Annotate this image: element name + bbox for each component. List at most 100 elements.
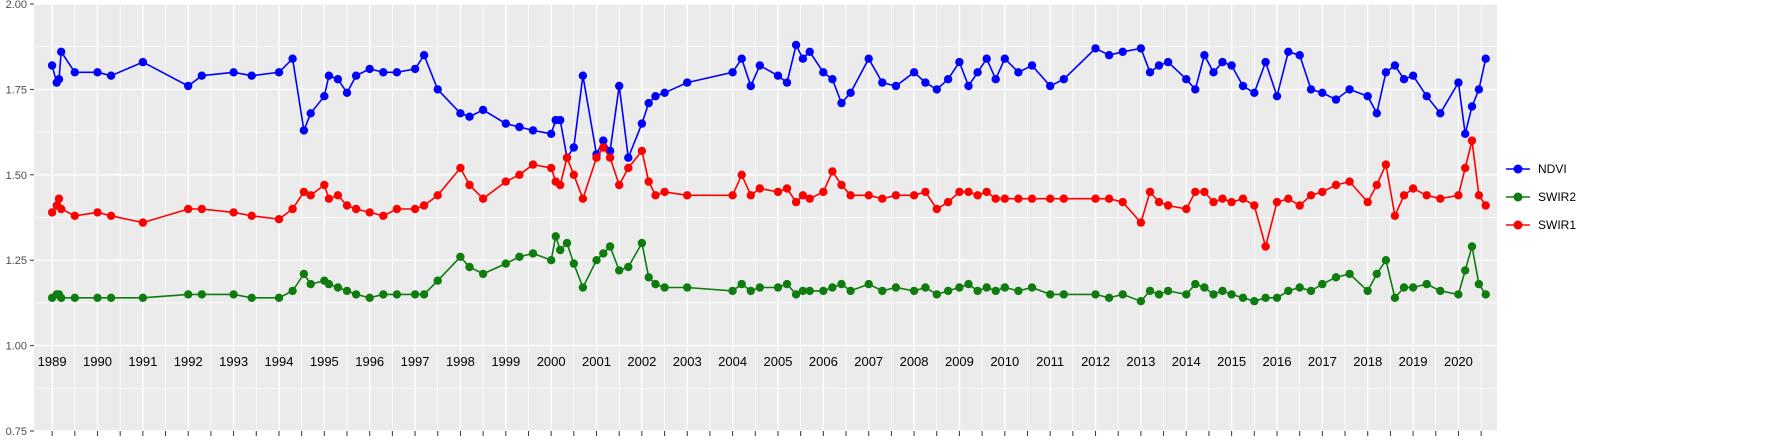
- data-point: [465, 262, 474, 272]
- data-point: [624, 153, 633, 162]
- data-point: [1209, 197, 1218, 207]
- data-point: [197, 290, 206, 299]
- data-point: [1238, 293, 1248, 302]
- data-point: [1408, 283, 1418, 292]
- data-point: [1454, 290, 1463, 299]
- data-point: [351, 204, 361, 214]
- data-point: [805, 194, 814, 203]
- x-tick-label: 2016: [1263, 354, 1292, 369]
- data-point: [1422, 279, 1431, 289]
- x-tick-label: 1998: [446, 354, 475, 369]
- data-point: [683, 78, 692, 87]
- data-point: [365, 208, 374, 217]
- data-point: [755, 61, 764, 70]
- data-point: [1306, 286, 1316, 296]
- data-point: [1250, 297, 1259, 306]
- data-point: [943, 197, 953, 207]
- data-point: [379, 211, 388, 220]
- data-point: [782, 78, 792, 87]
- x-tick-label: 2011: [1036, 354, 1064, 369]
- data-point: [106, 293, 116, 302]
- x-tick-label: 1989: [38, 354, 67, 369]
- data-point: [578, 71, 588, 80]
- data-point: [1381, 256, 1391, 265]
- data-point: [1209, 68, 1218, 77]
- data-point: [1027, 61, 1037, 70]
- data-point: [891, 283, 901, 292]
- data-point: [1390, 293, 1400, 302]
- data-point: [651, 92, 660, 101]
- data-point: [660, 88, 669, 98]
- data-point: [1059, 290, 1069, 299]
- x-tick-label: 2004: [718, 354, 747, 369]
- data-point: [1104, 194, 1114, 203]
- data-point: [1118, 290, 1127, 299]
- data-point: [592, 256, 601, 265]
- data-point: [644, 98, 653, 108]
- data-point: [644, 273, 653, 282]
- x-axis-year-labels: 1989 1990 1991 1992 1993 1994 1995 1996 1997 1998…: [38, 354, 1473, 369]
- data-point: [599, 143, 608, 152]
- x-tick-label: 1993: [219, 354, 248, 369]
- data-point: [828, 283, 837, 292]
- data-point: [528, 160, 538, 169]
- data-point: [247, 211, 256, 220]
- legend-key-point: [1513, 164, 1523, 174]
- data-point: [274, 293, 284, 302]
- data-point: [737, 279, 746, 289]
- data-point: [660, 187, 669, 197]
- data-point: [1014, 194, 1023, 203]
- x-tick-label: 2015: [1217, 354, 1246, 369]
- data-point: [1318, 187, 1327, 197]
- data-point: [605, 242, 615, 251]
- data-point: [1250, 201, 1259, 210]
- x-tick-label: 1995: [310, 354, 339, 369]
- data-point: [138, 57, 148, 67]
- y-tick-label: 1.50: [6, 170, 27, 182]
- data-point: [324, 194, 334, 203]
- data-point: [57, 293, 66, 302]
- data-point: [819, 187, 828, 197]
- data-point: [909, 286, 919, 296]
- data-point: [1408, 184, 1418, 193]
- series-SWIR1: [47, 136, 1490, 251]
- data-point: [805, 47, 814, 56]
- data-point: [379, 290, 388, 299]
- data-point: [1345, 177, 1354, 186]
- data-point: [592, 153, 601, 162]
- y-tick-label: 0.75: [6, 426, 27, 438]
- data-point: [846, 286, 855, 296]
- data-point: [1481, 201, 1490, 210]
- x-tick-label: 2013: [1126, 354, 1155, 369]
- legend-key-point: [1513, 220, 1523, 230]
- data-point: [1104, 293, 1114, 302]
- x-tick-label: 1990: [83, 354, 112, 369]
- data-point: [1014, 68, 1023, 77]
- data-point: [1345, 85, 1354, 94]
- data-point: [991, 75, 1000, 84]
- x-tick-label: 1992: [174, 354, 203, 369]
- data-point: [891, 81, 901, 91]
- data-point: [728, 286, 737, 296]
- data-point: [1227, 290, 1236, 299]
- data-point: [1218, 286, 1227, 296]
- data-point: [197, 71, 206, 80]
- data-point: [973, 68, 982, 77]
- data-point: [365, 293, 374, 302]
- data-point: [229, 290, 238, 299]
- data-point: [419, 290, 429, 299]
- x-tick-label: 2001: [582, 354, 611, 369]
- x-tick-label: 2009: [945, 354, 974, 369]
- data-point: [1163, 201, 1173, 210]
- legend-item-NDVI: NDVI: [1506, 162, 1567, 176]
- legend-label: SWIR2: [1538, 190, 1576, 204]
- data-point: [556, 180, 565, 190]
- data-point: [624, 262, 633, 272]
- data-point: [1331, 95, 1341, 104]
- data-point: [1272, 197, 1282, 207]
- data-point: [973, 286, 982, 296]
- data-point: [1261, 242, 1270, 251]
- data-point: [1182, 204, 1191, 214]
- x-tick-label: 2000: [537, 354, 566, 369]
- data-point: [615, 266, 624, 275]
